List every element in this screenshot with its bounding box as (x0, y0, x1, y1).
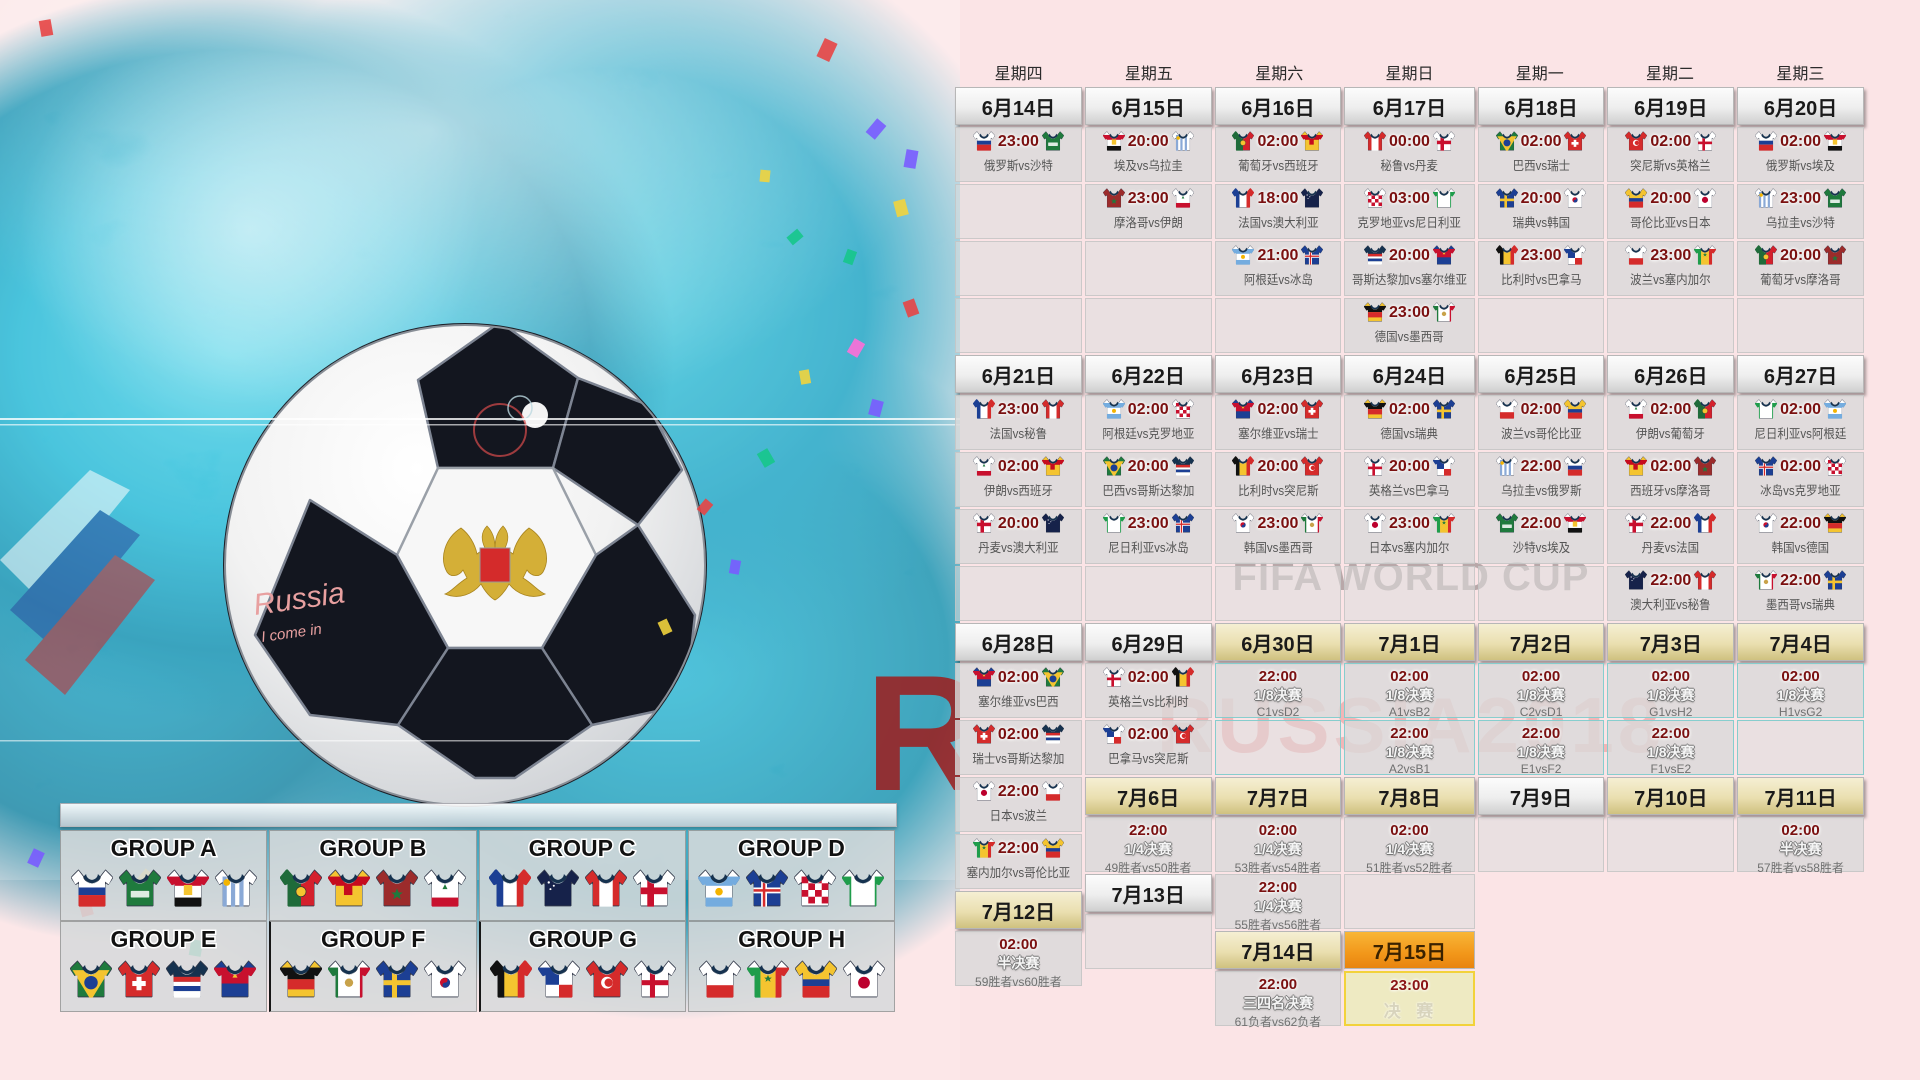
svg-text:R: R (865, 641, 960, 825)
